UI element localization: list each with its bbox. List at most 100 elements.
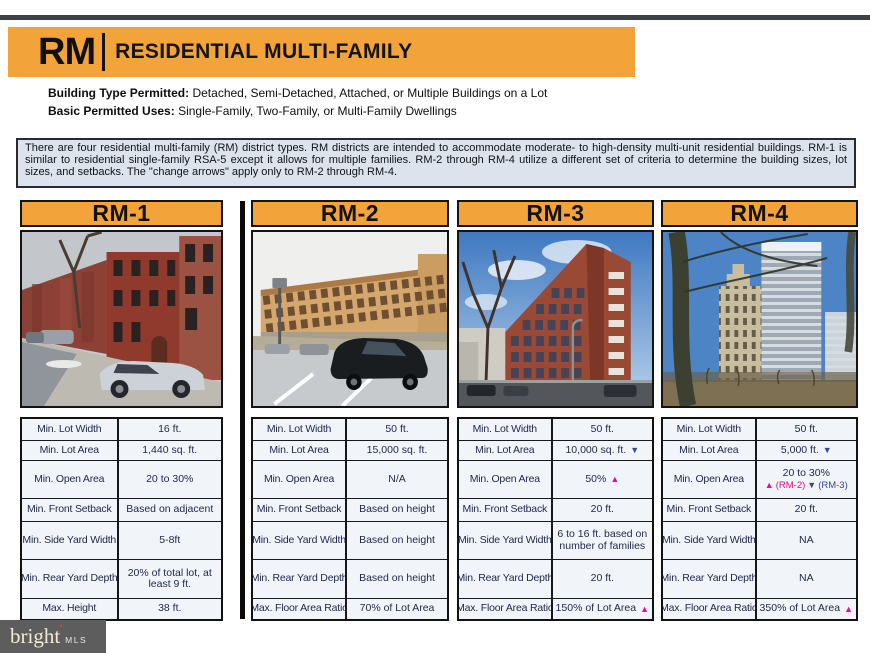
basic-uses-value: Single-Family, Two-Family, or Multi-Fami… bbox=[178, 104, 457, 118]
rowhouse-street-illustration bbox=[22, 232, 221, 406]
district-spec-table-rm4: Min. Lot Width 50 ft. Min. Lot Area 5,00… bbox=[661, 417, 858, 621]
permitted-summary: Building Type Permitted: Detached, Semi-… bbox=[48, 84, 547, 120]
title-band: RM RESIDENTIAL MULTI-FAMILY bbox=[8, 27, 635, 77]
row-value: 20 to 30% ▲ (RM-2) ▼ (RM-3) bbox=[764, 466, 848, 491]
row-value: 20 ft. bbox=[590, 503, 614, 516]
row-value: 38 ft. bbox=[158, 602, 182, 615]
district-header: RM-3 bbox=[457, 200, 654, 227]
row-value: 1,440 sq. ft. bbox=[142, 443, 198, 456]
change-arrow-up-icon: ▲ bbox=[844, 603, 854, 614]
district-photo-rm2 bbox=[251, 230, 449, 408]
row-value: 15,000 sq. ft. bbox=[366, 443, 428, 456]
district-photo-rm4 bbox=[661, 230, 858, 408]
district-spec-table-rm3: Min. Lot Width 50 ft. Min. Lot Area 10,0… bbox=[457, 417, 654, 621]
row-value: 20 to 30% bbox=[146, 472, 194, 485]
row-label: Min. Lot Area bbox=[663, 441, 757, 460]
row-label: Min. Open Area bbox=[663, 461, 757, 498]
row-value: Based on height bbox=[359, 572, 435, 585]
row-value: 6 to 16 ft. based on number of families bbox=[557, 528, 648, 552]
table-row: Max. Floor Area Ratio 70% of Lot Area bbox=[253, 598, 447, 619]
row-label: Min. Front Setback bbox=[22, 499, 119, 521]
change-arrow-note: ▲ (RM-2) ▼ (RM-3) bbox=[764, 480, 848, 491]
column-divider bbox=[240, 201, 245, 619]
table-row: Min. Open Area 20 to 30% bbox=[22, 460, 221, 498]
table-row: Min. Lot Width 50 ft. bbox=[253, 419, 447, 440]
row-value: N/A bbox=[388, 472, 406, 485]
table-row: Min. Open Area 20 to 30% ▲ (RM-2) ▼ (RM-… bbox=[663, 460, 856, 498]
table-row: Max. Floor Area Ratio 150% of Lot Area ▲ bbox=[459, 598, 652, 619]
row-value: NA bbox=[798, 533, 814, 546]
row-value: 50 ft. bbox=[794, 422, 818, 435]
row-label: Min. Lot Width bbox=[459, 419, 553, 440]
basic-uses-line: Basic Permitted Uses: Single-Family, Two… bbox=[48, 102, 547, 120]
table-row: Min. Lot Area 15,000 sq. ft. bbox=[253, 440, 447, 460]
district-column-rm2: RM-2 bbox=[251, 200, 449, 621]
row-label: Min. Rear Yard Depth bbox=[459, 560, 553, 598]
row-value: 5-8ft bbox=[159, 533, 181, 546]
table-row: Min. Rear Yard Depth 20 ft. bbox=[459, 559, 652, 598]
table-row: Min. Front Setback Based on height bbox=[253, 498, 447, 521]
lowrise-apartment-illustration bbox=[253, 232, 447, 406]
table-row: Min. Side Yard Width NA bbox=[663, 521, 856, 559]
district-code: RM bbox=[38, 31, 96, 73]
row-label: Min. Front Setback bbox=[663, 499, 757, 521]
row-value: Based on height bbox=[359, 503, 435, 516]
district-photo-rm3 bbox=[457, 230, 654, 408]
brightmls-suffix: MLS bbox=[65, 635, 88, 645]
district-name: RM-1 bbox=[92, 200, 151, 226]
row-value: 150% of Lot Area ▲ bbox=[555, 602, 650, 615]
row-value: NA bbox=[798, 572, 814, 585]
row-value: 50 ft. bbox=[385, 422, 409, 435]
district-spec-table-rm2: Min. Lot Width 50 ft. Min. Lot Area 15,0… bbox=[251, 417, 449, 621]
row-label: Max. Floor Area Ratio bbox=[663, 599, 757, 619]
row-value: Based on adjacent bbox=[126, 503, 214, 516]
table-row: Min. Lot Area 1,440 sq. ft. bbox=[22, 440, 221, 460]
district-column-rm1: RM-1 bbox=[20, 200, 223, 621]
table-row: Min. Front Setback 20 ft. bbox=[663, 498, 856, 521]
row-label: Min. Lot Width bbox=[663, 419, 757, 440]
change-arrow-up-icon: ▲ bbox=[764, 480, 774, 491]
table-row: Min. Lot Width 50 ft. bbox=[459, 419, 652, 440]
district-header: RM-1 bbox=[20, 200, 223, 227]
table-row: Max. Height 38 ft. bbox=[22, 598, 221, 619]
top-divider-rule bbox=[0, 15, 870, 20]
row-label: Min. Rear Yard Depth bbox=[253, 560, 348, 598]
row-value: 70% of Lot Area bbox=[359, 602, 435, 615]
table-row: Min. Rear Yard Depth 20% of total lot, a… bbox=[22, 559, 221, 598]
row-label: Min. Front Setback bbox=[253, 499, 348, 521]
district-header: RM-4 bbox=[661, 200, 858, 227]
title-separator bbox=[102, 33, 106, 71]
row-label: Min. Rear Yard Depth bbox=[663, 560, 757, 598]
row-label: Max. Floor Area Ratio bbox=[459, 599, 553, 619]
row-label: Min. Side Yard Width bbox=[459, 522, 553, 559]
row-label: Min. Rear Yard Depth bbox=[22, 560, 119, 598]
table-row: Min. Lot Area 10,000 sq. ft. ▼ bbox=[459, 440, 652, 460]
table-row: Min. Rear Yard Depth Based on height bbox=[253, 559, 447, 598]
table-row: Min. Side Yard Width 6 to 16 ft. based o… bbox=[459, 521, 652, 559]
table-row: Min. Front Setback 20 ft. bbox=[459, 498, 652, 521]
row-label: Min. Lot Area bbox=[253, 441, 348, 460]
table-row: Min. Lot Area 5,000 ft. ▼ bbox=[663, 440, 856, 460]
highrise-towers-illustration bbox=[663, 232, 856, 406]
row-label: Min. Side Yard Width bbox=[663, 522, 757, 559]
row-label: Min. Open Area bbox=[459, 461, 553, 498]
table-row: Min. Lot Width 50 ft. bbox=[663, 419, 856, 440]
change-arrow-down-icon: ▼ bbox=[822, 445, 832, 455]
change-arrow-down-icon: ▼ bbox=[807, 480, 817, 491]
district-name: RM-2 bbox=[320, 200, 380, 226]
row-label: Min. Side Yard Width bbox=[22, 522, 119, 559]
table-row: Max. Floor Area Ratio 350% of Lot Area ▲ bbox=[663, 598, 856, 619]
row-label: Max. Height bbox=[22, 599, 119, 619]
row-value: 20% of total lot, at least 9 ft. bbox=[127, 566, 212, 590]
district-photo-rm1 bbox=[20, 230, 223, 408]
district-column-rm3: RM-3 bbox=[457, 200, 654, 621]
row-value: Based on height bbox=[359, 533, 435, 546]
change-arrow-up-icon: ▲ bbox=[640, 603, 650, 614]
table-row: Min. Open Area 50% ▲ bbox=[459, 460, 652, 498]
district-column-rm4: RM-4 bbox=[661, 200, 858, 621]
row-label: Min. Open Area bbox=[22, 461, 119, 498]
row-label: Max. Floor Area Ratio bbox=[253, 599, 348, 619]
table-row: Min. Open Area N/A bbox=[253, 460, 447, 498]
district-name: RM-4 bbox=[730, 200, 789, 226]
